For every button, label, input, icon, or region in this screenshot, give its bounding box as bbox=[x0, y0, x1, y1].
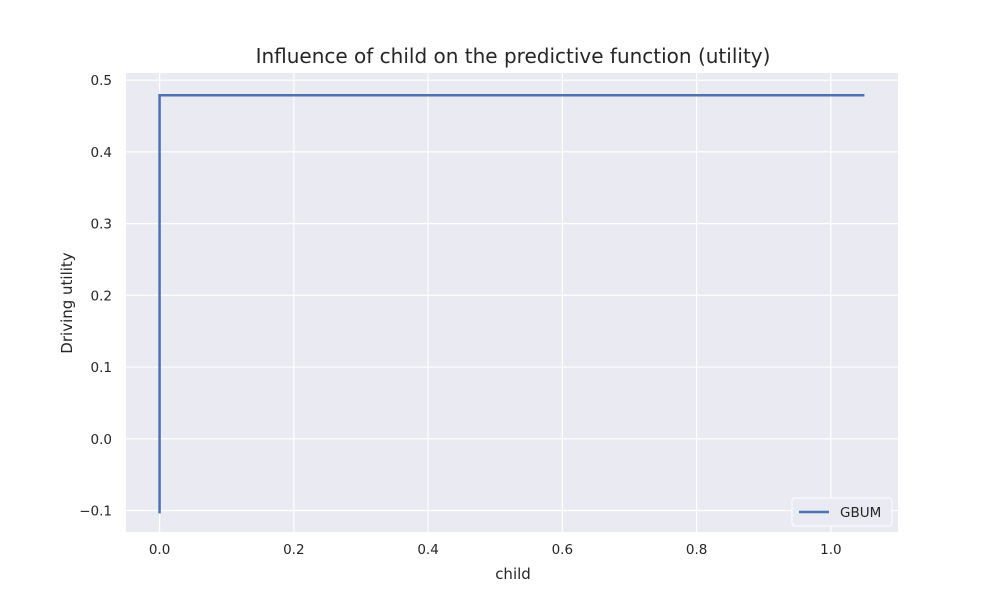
y-tick-label: 0.3 bbox=[91, 217, 112, 233]
legend: GBUM bbox=[791, 497, 893, 527]
gridlines bbox=[126, 73, 898, 532]
y-tick-label: 0.4 bbox=[91, 145, 112, 161]
chart-title: Influence of child on the predictive fun… bbox=[256, 44, 771, 68]
series-line-gbum bbox=[158, 93, 865, 514]
y-axis-label: Driving utility bbox=[58, 252, 76, 353]
y-tick-label: 0.1 bbox=[91, 360, 112, 376]
x-axis-label: child bbox=[495, 565, 531, 583]
legend-label-gbum: GBUM bbox=[840, 505, 881, 521]
x-tick-label: 0.0 bbox=[149, 542, 170, 558]
x-tick-label: 0.8 bbox=[686, 542, 707, 558]
y-tick-label: 0.0 bbox=[91, 432, 112, 448]
y-tick-label: 0.2 bbox=[91, 288, 112, 304]
x-tick-label: 0.4 bbox=[417, 542, 438, 558]
x-tick-labels: 0.0 0.2 0.4 0.6 0.8 1.0 bbox=[149, 542, 842, 558]
x-tick-label: 0.6 bbox=[552, 542, 573, 558]
legend-box bbox=[791, 497, 893, 527]
x-tick-label: 1.0 bbox=[820, 542, 841, 558]
y-tick-label: −0.1 bbox=[79, 503, 112, 519]
y-tick-label: 0.5 bbox=[91, 73, 112, 89]
plot-area bbox=[126, 73, 898, 532]
series-layer bbox=[158, 93, 865, 514]
x-tick-label: 0.2 bbox=[283, 542, 304, 558]
y-tick-labels: −0.1 0.0 0.1 0.2 0.3 0.4 0.5 bbox=[79, 73, 112, 519]
